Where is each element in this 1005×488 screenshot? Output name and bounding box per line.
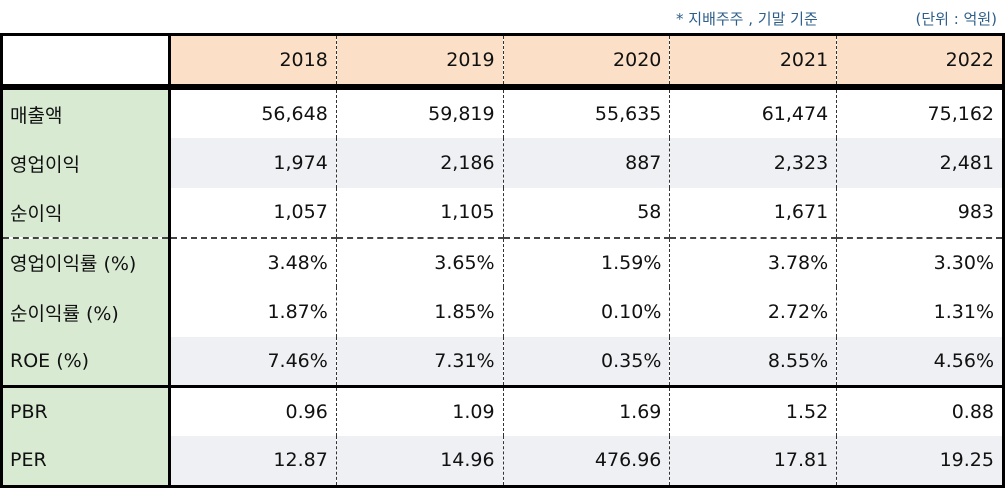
header-gap: [1, 85, 1004, 89]
row-label: 매출액: [0, 87, 171, 139]
value-cell: 3.30%: [836, 236, 1005, 288]
financial-table: 2018 2019 2020 2021 2022 매출액 56,648 59,8…: [0, 33, 1005, 488]
table-row: ROE (%) 7.46% 7.31% 0.35% 8.55% 4.56%: [0, 336, 1005, 387]
corner-cell: [0, 33, 171, 87]
row-label: ROE (%): [0, 336, 171, 387]
value-cell: 1,974: [169, 138, 337, 188]
value-cell: 887: [503, 138, 671, 188]
value-cell: 14.96: [336, 436, 504, 488]
value-cell: 4.56%: [836, 336, 1005, 387]
header-row: 2018 2019 2020 2021 2022: [0, 33, 1005, 87]
value-cell: 1,671: [669, 187, 838, 238]
value-cell: 3.48%: [169, 236, 337, 288]
row-label: PBR: [0, 385, 171, 437]
value-cell: 1.09: [336, 385, 504, 437]
value-cell: 17.81: [669, 436, 838, 488]
value-cell: 58: [503, 187, 671, 238]
value-cell: 0.10%: [503, 287, 671, 337]
basis-note: * 지배주주 , 기말 기준: [676, 10, 818, 28]
year-header: 2022: [836, 33, 1005, 87]
table-row: 순이익률 (%) 1.87% 1.85% 0.10% 2.72% 1.31%: [0, 287, 1005, 337]
table-row: 순이익 1,057 1,105 58 1,671 983: [0, 187, 1005, 238]
value-cell: 1.69: [503, 385, 671, 437]
value-cell: 476.96: [503, 436, 671, 488]
value-cell: 1.52: [669, 385, 838, 437]
value-cell: 7.31%: [336, 336, 504, 387]
value-cell: 3.78%: [669, 236, 838, 288]
value-cell: 7.46%: [169, 336, 337, 387]
table-row: 매출액 56,648 59,819 55,635 61,474 75,162: [0, 87, 1005, 139]
value-cell: 1.85%: [336, 287, 504, 337]
value-cell: 983: [836, 187, 1005, 238]
value-cell: 2,186: [336, 138, 504, 188]
value-cell: 0.35%: [503, 336, 671, 387]
table-row: PER 12.87 14.96 476.96 17.81 19.25: [0, 436, 1005, 488]
unit-note: (단위 : 억원): [915, 10, 998, 28]
table-row: 영업이익률 (%) 3.48% 3.65% 1.59% 3.78% 3.30%: [0, 236, 1005, 288]
value-cell: 2,481: [836, 138, 1005, 188]
value-cell: 61,474: [669, 87, 838, 139]
year-header: 2019: [336, 33, 504, 87]
row-label: 순이익률 (%): [0, 287, 171, 337]
row-label: 순이익: [0, 187, 171, 238]
value-cell: 0.88: [836, 385, 1005, 437]
value-cell: 1.87%: [169, 287, 337, 337]
row-label: 영업이익률 (%): [0, 236, 171, 288]
value-cell: 12.87: [169, 436, 337, 488]
value-cell: 1.59%: [503, 236, 671, 288]
value-cell: 1,057: [169, 187, 337, 238]
year-header: 2018: [169, 33, 337, 87]
year-header: 2021: [669, 33, 838, 87]
value-cell: 59,819: [336, 87, 504, 139]
value-cell: 0.96: [169, 385, 337, 437]
value-cell: 3.65%: [336, 236, 504, 288]
value-cell: 56,648: [169, 87, 337, 139]
value-cell: 1.31%: [836, 287, 1005, 337]
value-cell: 19.25: [836, 436, 1005, 488]
row-label: PER: [0, 436, 171, 488]
row-label: 영업이익: [0, 138, 171, 188]
value-cell: 1,105: [336, 187, 504, 238]
value-cell: 8.55%: [669, 336, 838, 387]
table-row: PBR 0.96 1.09 1.69 1.52 0.88: [0, 385, 1005, 437]
value-cell: 2,323: [669, 138, 838, 188]
table-row: 영업이익 1,974 2,186 887 2,323 2,481: [0, 138, 1005, 188]
value-cell: 2.72%: [669, 287, 838, 337]
year-header: 2020: [503, 33, 671, 87]
value-cell: 75,162: [836, 87, 1005, 139]
value-cell: 55,635: [503, 87, 671, 139]
